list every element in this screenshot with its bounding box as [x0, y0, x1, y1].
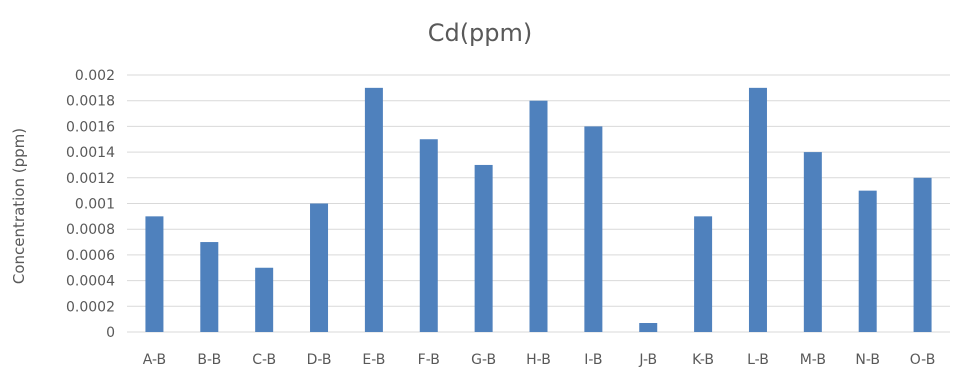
y-tick-label: 0.0006 — [66, 248, 115, 264]
bar-f-b — [419, 139, 438, 332]
bar-i-b — [584, 126, 603, 333]
x-tick-labels: A-B B-B C-B D-B E-B F-B G-B H-B I-B J-B K-B L-B M-B N… — [143, 352, 936, 368]
x-tick-label: O-B — [910, 352, 936, 368]
x-tick-label: B-B — [197, 352, 221, 368]
bar-b-b — [200, 242, 219, 332]
y-tick-label: 0.0014 — [66, 145, 115, 161]
x-tick-label: M-B — [800, 352, 826, 368]
x-tick-label: E-B — [362, 352, 385, 368]
x-tick-label: K-B — [692, 352, 714, 368]
x-tick-label: H-B — [526, 352, 551, 368]
x-tick-label: L-B — [747, 352, 769, 368]
bars — [145, 87, 932, 333]
y-tick-label: 0.0016 — [66, 119, 115, 135]
bar-n-b — [858, 190, 877, 332]
y-tick-label: 0.0004 — [66, 274, 115, 290]
x-tick-label: G-B — [471, 352, 496, 368]
bar-m-b — [803, 152, 822, 332]
bar-h-b — [529, 100, 548, 332]
y-tick-label: 0.0008 — [66, 222, 115, 238]
bar-e-b — [364, 87, 383, 332]
x-tick-label: J-B — [638, 352, 657, 368]
x-tick-label: I-B — [584, 352, 602, 368]
bar-d-b — [310, 203, 329, 332]
bar-k-b — [694, 216, 713, 332]
bar-g-b — [474, 164, 493, 332]
x-tick-label: C-B — [252, 352, 276, 368]
x-tick-label: A-B — [143, 352, 166, 368]
bar-o-b — [913, 177, 932, 332]
y-tick-label: 0.0012 — [66, 171, 115, 187]
bar-j-b — [639, 323, 658, 332]
y-axis-label: Concentration (ppm) — [10, 128, 28, 284]
y-tick-label: 0.001 — [75, 197, 115, 213]
x-tick-label: N-B — [855, 352, 880, 368]
x-tick-label: D-B — [307, 352, 332, 368]
y-tick-label: 0 — [106, 325, 115, 341]
y-tick-label: 0.0002 — [66, 299, 115, 315]
y-tick-labels: 0 0.0002 0.0004 0.0006 0.0008 0.001 0.0012 0.00… — [66, 68, 115, 341]
bar-l-b — [748, 87, 767, 332]
y-tick-label: 0.0018 — [66, 94, 115, 110]
chart-title: Cd(ppm) — [428, 19, 533, 47]
bar-c-b — [255, 267, 274, 332]
y-tick-label: 0.002 — [75, 68, 115, 84]
bar-a-b — [145, 216, 164, 332]
x-tick-label: F-B — [418, 352, 440, 368]
